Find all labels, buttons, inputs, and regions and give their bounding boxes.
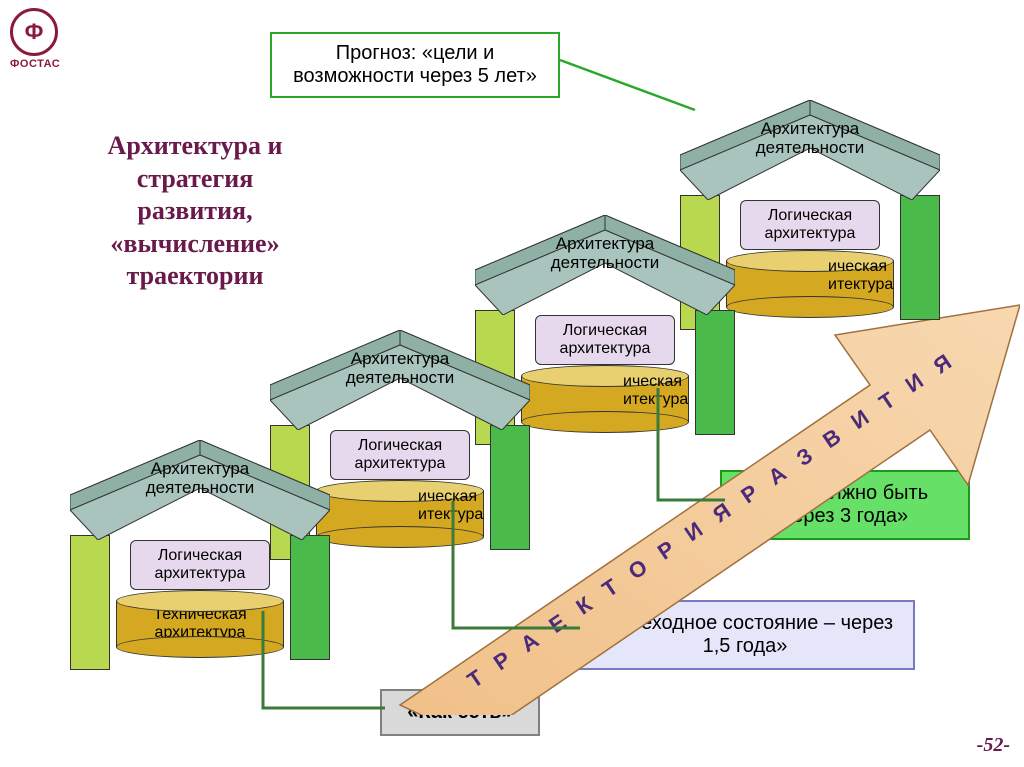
logic-layer: Логическая архитектура <box>535 315 675 365</box>
page-title: Архитектура и стратегия развития, «вычис… <box>80 130 310 293</box>
page-number: -52- <box>977 734 1010 757</box>
house-wall-left <box>70 535 110 670</box>
house-wall-right <box>900 195 940 320</box>
tech-label-partial: ическаяитектура <box>828 258 893 293</box>
logic-layer: Логическая архитектура <box>740 200 880 250</box>
connector-state15 <box>450 498 585 638</box>
forecast-callout: Прогноз: «цели и возможности через 5 лет… <box>270 32 560 98</box>
logo-symbol: Ф <box>10 8 58 56</box>
logo-text: ФОСТАС <box>10 58 60 70</box>
roof-label: Архитектура деятельности <box>540 235 670 272</box>
roof-label: Архитектура деятельности <box>745 120 875 157</box>
logic-layer: Логическая архитектура <box>330 430 470 480</box>
logic-layer: Логическая архитектура <box>130 540 270 590</box>
connector-state3 <box>655 385 730 509</box>
logo: Ф ФОСТАС <box>10 8 60 70</box>
connector-asis <box>260 608 390 714</box>
roof-label: Архитектура деятельности <box>135 460 265 497</box>
roof-label: Архитектура деятельности <box>335 350 465 387</box>
connector-forecast <box>555 50 705 130</box>
tech-layer: Техническая архитектура <box>116 590 284 658</box>
